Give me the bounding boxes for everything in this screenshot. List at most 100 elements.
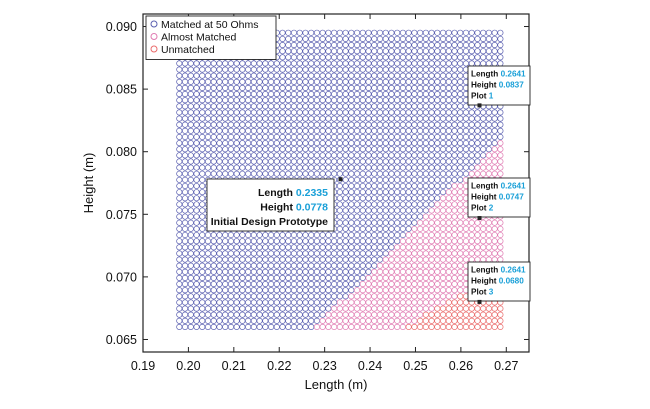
- unmatched-point: [497, 311, 504, 318]
- x-tick-label: 0.23: [312, 359, 336, 373]
- data-tip-key: Height: [471, 277, 499, 286]
- matched-point: [497, 115, 504, 122]
- y-tick-label: 0.075: [106, 208, 137, 222]
- almost-matched-point: [497, 170, 504, 177]
- data-tip-value: 0.2641: [501, 266, 526, 275]
- y-tick-label: 0.090: [106, 20, 137, 34]
- matched-point: [497, 29, 504, 36]
- almost-matched-point: [497, 225, 504, 232]
- data-tip-box: [467, 261, 531, 302]
- almost-matched-point: [497, 152, 504, 159]
- legend-label: Matched at 50 Ohms: [161, 19, 258, 31]
- legend-label: Almost Matched: [161, 32, 236, 44]
- matched-point: [497, 121, 504, 128]
- almost-matched-point: [497, 250, 504, 257]
- data-tip-marker: [477, 299, 482, 304]
- x-tick-label: 0.24: [358, 359, 382, 373]
- data-tip-line: Plot 1: [471, 92, 494, 101]
- data-tip-key: Plot: [471, 288, 489, 297]
- axis-ticks: 0.19 0.20 0.21 0.22 0.23 0.24 0.25 0.26 0.27 0.06…: [106, 14, 529, 373]
- legend-marker: [150, 45, 158, 53]
- x-tick-label: 0.19: [131, 359, 155, 373]
- data-tip-value: 1: [489, 92, 494, 101]
- matched-point: [497, 54, 504, 61]
- data-tip-marker: [477, 103, 482, 108]
- matched-point: [497, 109, 504, 116]
- data-tip-line: Length 0.2335: [258, 187, 328, 199]
- data-tip-line: Height 0.0837: [471, 81, 524, 90]
- x-tick-label: 0.20: [176, 359, 200, 373]
- almost-matched-point: [497, 244, 504, 251]
- almost-matched-point: [497, 231, 504, 239]
- data-tip-line: Height 0.0747: [471, 193, 524, 202]
- scatter-points: [176, 29, 504, 331]
- data-tip-value: 2: [489, 204, 494, 213]
- almost-matched-point: [497, 238, 504, 245]
- data-tip-box: [467, 65, 531, 106]
- data-tip-value: 0.0837: [499, 81, 524, 90]
- unmatched-point: [497, 323, 504, 331]
- data-tip-value: 0.2335: [296, 187, 328, 199]
- data-tip-key: Length: [471, 182, 501, 191]
- data-tip-line: Plot 2: [471, 204, 494, 213]
- x-tick-label: 0.22: [267, 359, 291, 373]
- data-tip-value: 0.0778: [296, 202, 328, 214]
- legend-label: Unmatched: [161, 44, 215, 56]
- data-tip-line: Length 0.2641: [471, 266, 526, 275]
- legend-marker: [150, 33, 158, 40]
- x-tick-label: 0.25: [403, 359, 427, 373]
- data-tip-line: Height 0.0778: [260, 202, 328, 214]
- x-tick-label: 0.21: [222, 359, 246, 373]
- y-tick-label: 0.065: [106, 333, 137, 347]
- data-tip-key: Length: [471, 266, 501, 275]
- matched-point: [497, 41, 504, 49]
- data-tip-key: Length: [471, 70, 501, 79]
- legend-box: [145, 15, 277, 60]
- data-tip-value: 3: [489, 288, 494, 297]
- data-tip-value: 0.0680: [499, 277, 524, 286]
- matched-point: [497, 35, 504, 42]
- data-tip-key: Plot: [471, 92, 489, 101]
- almost-matched-point: [497, 219, 504, 226]
- unmatched-point: [497, 305, 504, 312]
- unmatched-point: [497, 317, 504, 324]
- almost-matched-point: [497, 158, 504, 165]
- matched-point: [497, 133, 504, 141]
- matched-point: [497, 48, 504, 55]
- y-tick-label: 0.080: [106, 145, 137, 159]
- data-tip-line: Plot 3: [471, 288, 494, 297]
- legend-marker: [150, 20, 158, 28]
- data-tip-key: Initial Design Prototype: [211, 216, 328, 228]
- data-tip-box: [467, 177, 531, 218]
- almost-matched-point: [497, 164, 504, 171]
- data-tip-key: Height: [471, 193, 499, 202]
- y-axis-title: Height (m): [81, 153, 96, 214]
- data-tip-value: 0.2641: [501, 70, 526, 79]
- data-tip-key: Plot: [471, 204, 489, 213]
- data-tip-key: Length: [258, 187, 296, 199]
- data-tip-box: [206, 178, 335, 232]
- y-tick-label: 0.070: [106, 270, 137, 284]
- y-tick-label: 0.085: [106, 83, 137, 97]
- data-tip-key: Height: [260, 202, 296, 214]
- matched-point: [497, 127, 504, 134]
- almost-matched-point: [497, 140, 504, 147]
- data-tip-key: Height: [471, 81, 499, 90]
- data-tip-value: 0.2641: [501, 182, 526, 191]
- x-tick-label: 0.27: [494, 359, 518, 373]
- almost-matched-point: [497, 146, 504, 153]
- data-tip-marker: [477, 216, 482, 221]
- x-axis-title: Length (m): [305, 377, 368, 392]
- x-tick-label: 0.26: [449, 359, 473, 373]
- data-tip-marker: [338, 177, 343, 182]
- data-tip-value: 0.0747: [499, 193, 524, 202]
- data-tip-line: Length 0.2641: [471, 182, 526, 191]
- data-tip-line: Length 0.2641: [471, 70, 526, 79]
